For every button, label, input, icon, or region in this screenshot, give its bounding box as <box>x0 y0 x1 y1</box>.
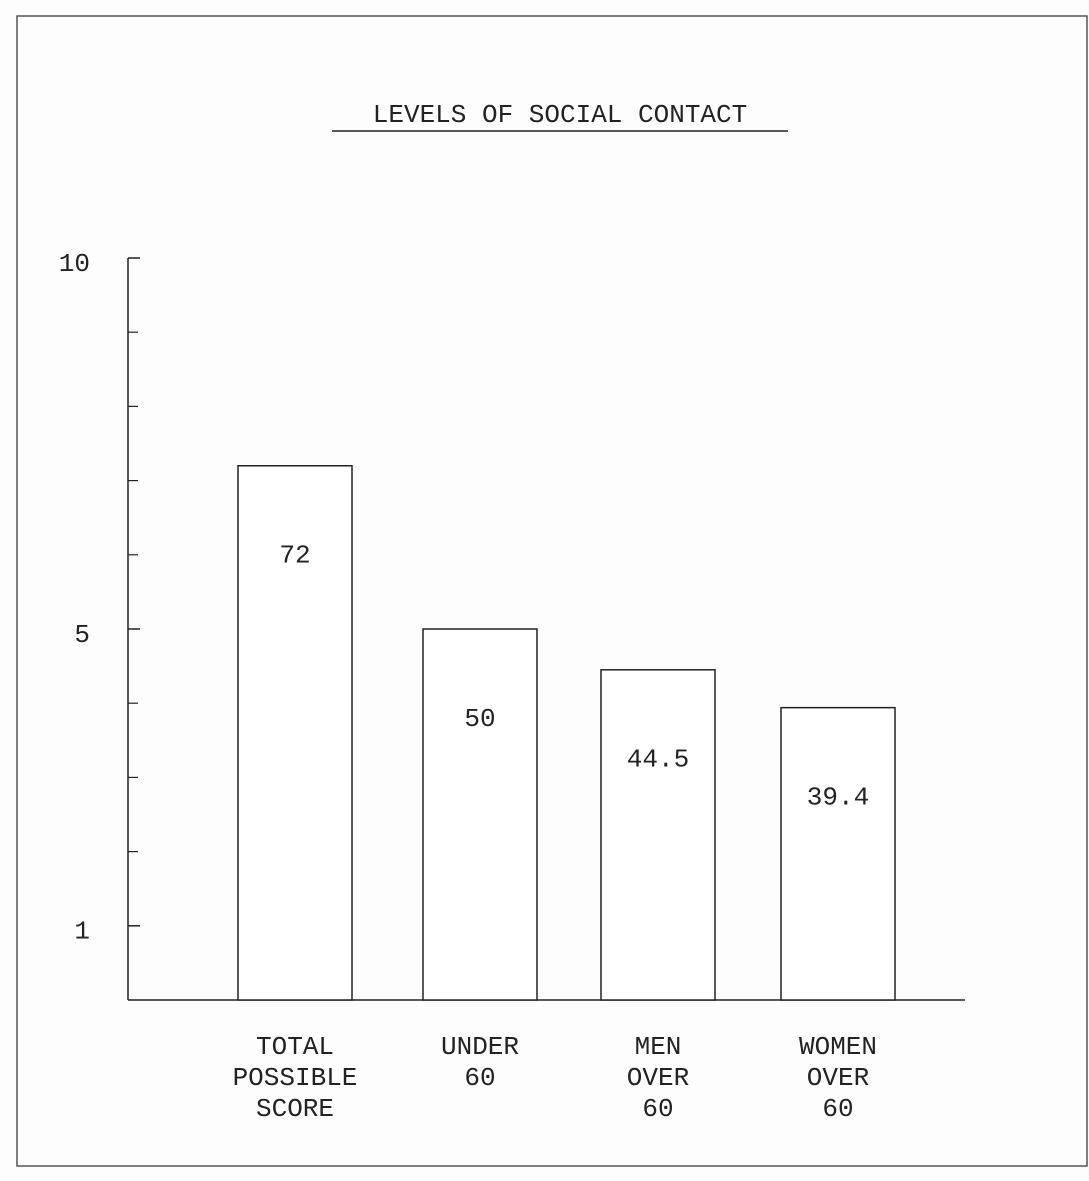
chart-title: LEVELS OF SOCIAL CONTACT <box>373 100 747 130</box>
y-tick-label: 5 <box>74 620 90 650</box>
x-tick-label: WOMEN OVER 60 <box>798 1032 877 1124</box>
y-tick-label: 10 <box>59 249 90 279</box>
bar <box>780 706 896 1001</box>
value-label: 39.4 <box>807 783 869 813</box>
bar <box>600 669 716 1001</box>
value-label: 50 <box>464 704 495 734</box>
value-label: 44.5 <box>627 745 689 775</box>
bar <box>422 628 538 1001</box>
x-tick-label: TOTAL POSSIBLE SCORE <box>232 1032 358 1124</box>
value-label: 72 <box>279 541 310 571</box>
bar <box>237 465 353 1001</box>
frame <box>16 15 1088 1167</box>
x-tick-label: MEN OVER 60 <box>626 1032 690 1124</box>
y-tick-label: 1 <box>74 917 90 947</box>
x-tick-label: UNDER 60 <box>440 1032 519 1093</box>
